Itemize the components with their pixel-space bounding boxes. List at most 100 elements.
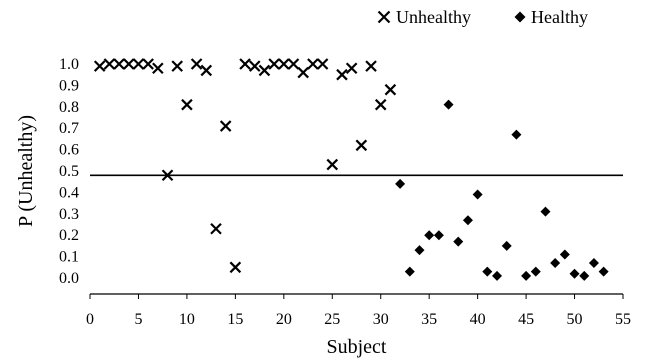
unhealthy-point [355,139,368,152]
healthy-point [424,230,435,241]
y-axis-title: P (Unhealthy) [15,115,37,227]
y-tick-label: 0.7 [59,120,79,137]
healthy-point [540,206,551,217]
healthy-point [501,240,512,251]
unhealthy-point [248,60,261,72]
unhealthy-point [268,58,280,70]
healthy-point [492,270,503,281]
x-marker-stroke [287,58,300,70]
x-tick-label: 35 [421,311,437,328]
legend: Unhealthy Healthy [377,7,588,27]
healthy-point [579,270,590,281]
unhealthy-point [287,58,300,70]
x-axis-title: Subject [327,336,387,358]
healthy-point [559,249,570,260]
x-marker-stroke [219,120,232,132]
x-marker-stroke [307,58,319,70]
x-marker-stroke [345,62,358,75]
x-marker-stroke [248,60,261,72]
healthy-point [569,268,580,279]
data-marks [93,58,609,281]
x-tick-label: 50 [567,311,583,328]
legend-unhealthy-label: Unhealthy [396,7,471,27]
unhealthy-point [113,58,125,70]
y-tick-label: 0.2 [59,227,79,244]
unhealthy-point [142,58,154,70]
unhealthy-point [181,98,193,111]
healthy-point [511,129,522,140]
healthy-point [443,99,454,110]
y-tick-label: 0.1 [59,249,79,266]
x-marker-stroke [336,68,348,81]
y-tick-label: 0.6 [59,142,79,159]
x-marker-stroke [113,58,125,70]
healthy-point [598,266,609,277]
x-marker-stroke [152,62,164,75]
x-marker-stroke [103,58,116,70]
x-marker-stroke [239,58,251,70]
unhealthy-point [171,60,183,72]
x-tick-label: 40 [470,311,486,328]
x-marker-stroke [161,169,174,182]
x-marker-stroke [181,98,193,111]
unhealthy-point [229,261,242,274]
x-tick-label: 25 [324,311,340,328]
x-marker-stroke [258,64,271,77]
unhealthy-point [190,58,203,70]
y-tick-label: 1.0 [59,56,79,73]
x-tick-label: 30 [373,311,389,328]
x-marker-stroke [268,58,280,70]
unhealthy-point [103,58,116,70]
unhealthy-point [365,60,377,72]
unhealthy-point [161,169,174,182]
unhealthy-point [384,83,397,96]
x-marker-stroke [297,66,309,79]
x-marker-stroke [326,158,339,171]
x-marker-stroke [229,261,242,274]
healthy-point [433,230,444,241]
x-tick-label: 0 [86,311,94,328]
unhealthy-point [219,120,232,132]
axes [89,293,624,299]
healthy-point [414,245,425,256]
unhealthy-point [297,66,309,79]
x-tick-label: 20 [276,311,292,328]
x-tick-label: 55 [615,311,631,328]
x-marker-stroke [355,139,368,152]
x-marker-stroke [377,10,391,24]
unhealthy-point [258,64,271,77]
healthy-point [482,266,493,277]
x-marker-stroke [316,58,329,70]
legend-healthy-marker [514,11,526,23]
healthy-point [453,236,464,247]
y-tick-label: 0.3 [59,206,79,223]
y-tick-label: 0.8 [59,99,79,116]
x-marker-stroke [384,83,397,96]
unhealthy-point [345,62,358,75]
unhealthy-point [132,58,145,70]
unhealthy-point [93,60,106,72]
healthy-point [395,178,406,189]
y-tick-label: 0.9 [59,77,79,94]
unhealthy-point [307,58,319,70]
x-marker-stroke [365,60,377,72]
unhealthy-point [278,58,290,70]
x-marker-stroke [190,58,203,70]
unhealthy-point [200,64,213,77]
healthy-point [472,189,483,200]
healthy-point [550,258,561,269]
healthy-point [530,266,541,277]
x-marker-stroke [278,58,290,70]
unhealthy-point [152,62,164,75]
x-marker-stroke [142,58,154,70]
legend-healthy-label: Healthy [531,7,588,27]
x-tick-label: 45 [518,311,534,328]
x-marker-stroke [171,60,183,72]
unhealthy-point [336,68,348,81]
unhealthy-point [210,223,222,235]
x-marker-stroke [210,223,222,235]
legend-unhealthy-marker [377,10,391,24]
y-tick-label: 0.4 [59,184,79,201]
healthy-point [462,215,473,226]
x-marker-stroke [200,64,213,77]
